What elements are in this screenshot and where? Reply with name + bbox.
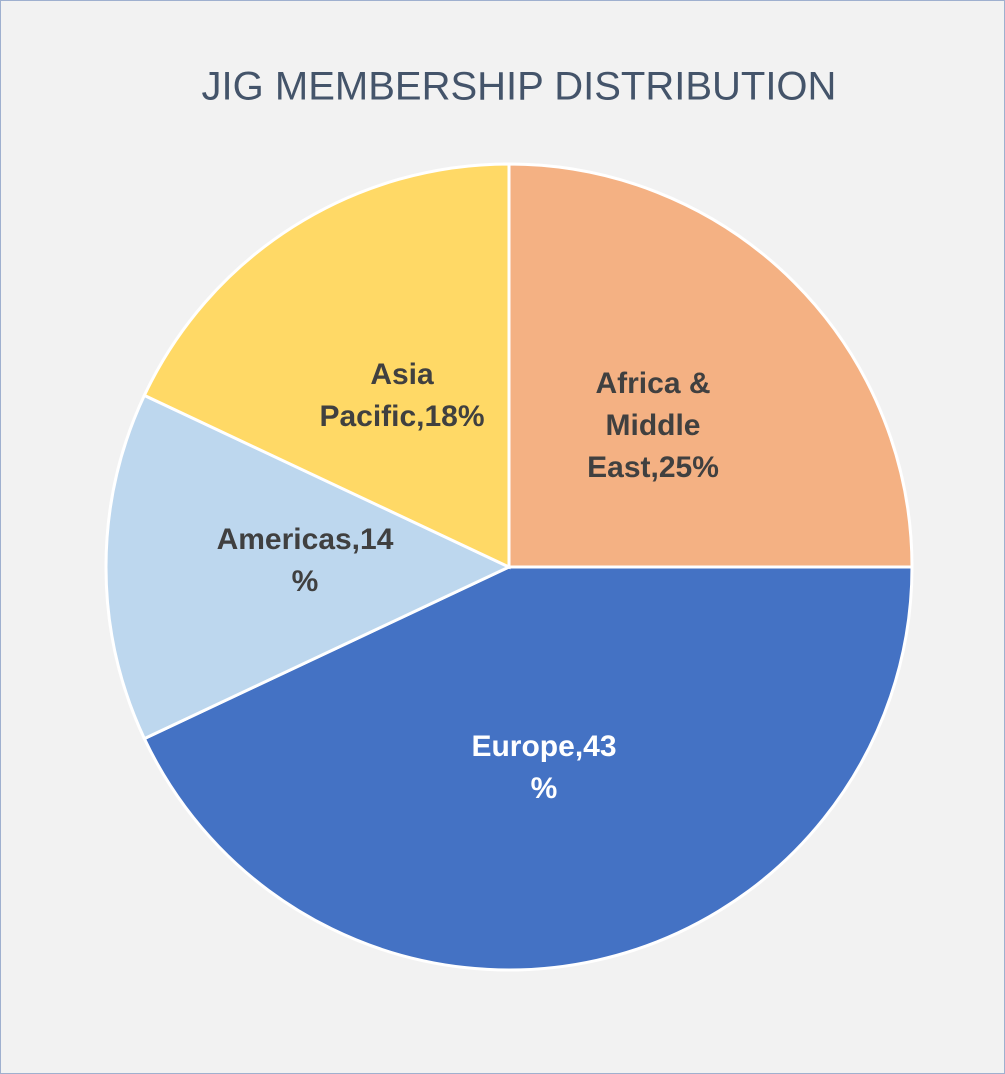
pie-slice (104, 393, 513, 741)
data-label: Asia Pacific,18% (319, 358, 485, 433)
data-label: Africa & Middle East,25% (587, 367, 719, 484)
pie-slice (507, 162, 914, 569)
data-label: Americas,14% (216, 523, 394, 598)
pie-slice (142, 162, 511, 570)
data-label: Europe,43% (471, 730, 617, 805)
pie-slice (142, 565, 914, 972)
chart-title: JIG MEMBERSHIP DISTRIBUTION (202, 65, 837, 109)
pie (104, 162, 914, 972)
